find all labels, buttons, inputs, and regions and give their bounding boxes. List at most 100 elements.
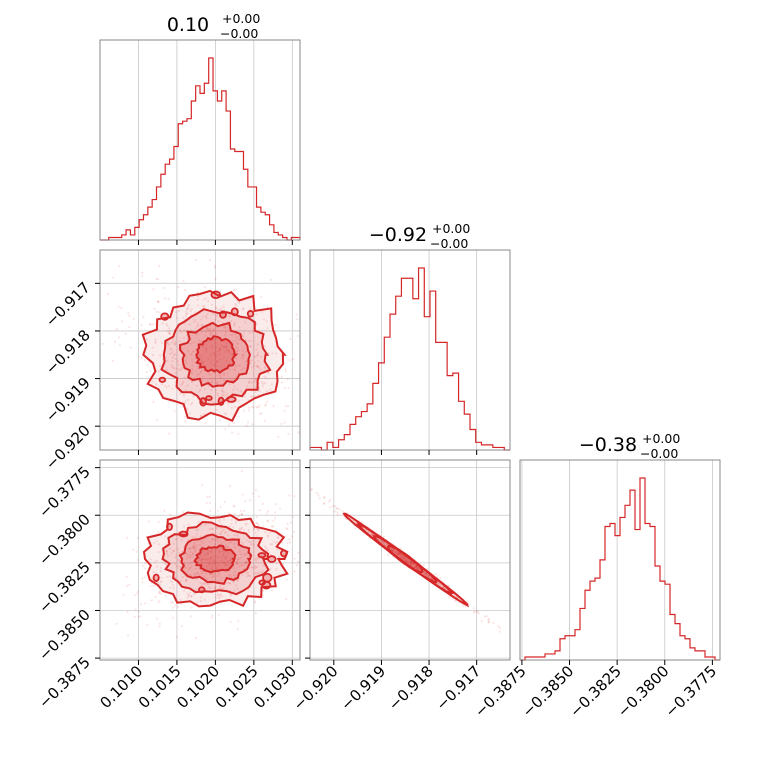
- sample-point: [224, 555, 227, 558]
- sample-point: [217, 571, 220, 574]
- sample-point: [137, 355, 140, 358]
- sample-point: [280, 375, 283, 378]
- sample-point: [462, 604, 465, 607]
- sample-point: [197, 528, 200, 531]
- sample-point: [208, 495, 211, 498]
- sample-point: [241, 349, 244, 352]
- sample-point: [132, 548, 135, 551]
- sample-point: [323, 496, 326, 499]
- sample-point: [382, 541, 386, 545]
- sample-point: [200, 324, 203, 327]
- sample-point: [254, 566, 257, 569]
- sample-point: [172, 542, 175, 545]
- sample-point: [175, 565, 178, 568]
- sample-point: [185, 334, 188, 337]
- sample-point: [396, 551, 399, 554]
- sample-point: [211, 537, 214, 540]
- sample-point: [125, 575, 128, 578]
- y-tick-label: −0.917: [42, 278, 94, 330]
- sample-point: [226, 372, 229, 375]
- sample-point: [209, 559, 212, 562]
- sample-point: [399, 553, 402, 556]
- sample-point: [416, 567, 419, 570]
- sample-point: [204, 347, 207, 350]
- sample-point: [183, 525, 186, 528]
- sample-point: [189, 547, 192, 550]
- histogram-panel-0: 0.10 +0.00−0.00: [99, 11, 301, 245]
- sample-point: [112, 276, 115, 279]
- sample-point: [256, 351, 259, 354]
- sample-point: [288, 538, 291, 541]
- sample-point: [211, 568, 214, 571]
- sample-point: [190, 606, 193, 609]
- sample-point: [190, 372, 193, 375]
- sample-point: [226, 564, 229, 567]
- sample-point: [200, 584, 203, 587]
- sample-point: [247, 381, 250, 384]
- sample-point: [213, 377, 216, 380]
- sample-point: [203, 305, 206, 308]
- sample-point: [179, 330, 182, 334]
- sample-point: [140, 356, 143, 359]
- sample-point: [206, 552, 210, 555]
- sample-point: [396, 553, 399, 556]
- sample-point: [274, 352, 278, 355]
- sample-point: [236, 515, 239, 518]
- sample-point: [483, 615, 486, 618]
- sample-point: [398, 553, 401, 557]
- sample-point: [124, 332, 127, 335]
- sample-point: [216, 566, 219, 570]
- sample-point: [395, 550, 398, 553]
- sample-point: [251, 566, 254, 569]
- sample-point: [207, 373, 210, 376]
- sample-point: [266, 550, 269, 553]
- sample-point: [217, 319, 220, 323]
- sample-point: [256, 523, 259, 526]
- sample-point: [401, 555, 404, 558]
- sample-point: [399, 555, 402, 559]
- sample-point: [213, 354, 216, 357]
- sample-point: [439, 577, 442, 580]
- sample-point: [221, 529, 224, 532]
- sample-point: [266, 520, 269, 523]
- sample-point: [165, 322, 168, 326]
- sample-point: [231, 352, 234, 356]
- sample-point: [172, 366, 175, 369]
- sample-point: [227, 350, 231, 353]
- sample-point: [233, 385, 236, 388]
- sample-point: [211, 575, 214, 578]
- sample-point: [215, 561, 218, 564]
- sample-point: [398, 552, 401, 555]
- sample-point: [254, 572, 257, 575]
- sample-point: [187, 349, 190, 352]
- sample-point: [285, 527, 288, 530]
- contour-island: [198, 586, 206, 594]
- sample-point: [157, 300, 160, 304]
- sample-point: [447, 584, 450, 587]
- sample-point: [193, 542, 196, 545]
- sample-point: [253, 558, 256, 561]
- sample-point: [228, 542, 231, 545]
- sample-point: [205, 577, 208, 580]
- sample-point: [397, 552, 400, 555]
- sample-point: [290, 521, 293, 524]
- sample-point: [215, 306, 218, 309]
- sample-point: [187, 594, 191, 597]
- sample-point: [281, 541, 284, 544]
- sample-point: [194, 535, 197, 539]
- sample-point: [244, 553, 247, 556]
- sample-point: [203, 413, 206, 416]
- sample-point: [249, 307, 252, 310]
- sample-point: [186, 553, 189, 556]
- sample-point: [218, 521, 221, 524]
- sample-point: [403, 556, 406, 559]
- sample-point: [264, 376, 267, 379]
- sample-point: [193, 320, 196, 323]
- sample-point: [315, 492, 318, 495]
- sample-point: [182, 380, 185, 383]
- sample-point: [236, 342, 239, 345]
- sample-point: [145, 371, 148, 374]
- sample-point: [242, 367, 246, 370]
- sample-point: [400, 554, 403, 557]
- sample-point: [238, 364, 241, 367]
